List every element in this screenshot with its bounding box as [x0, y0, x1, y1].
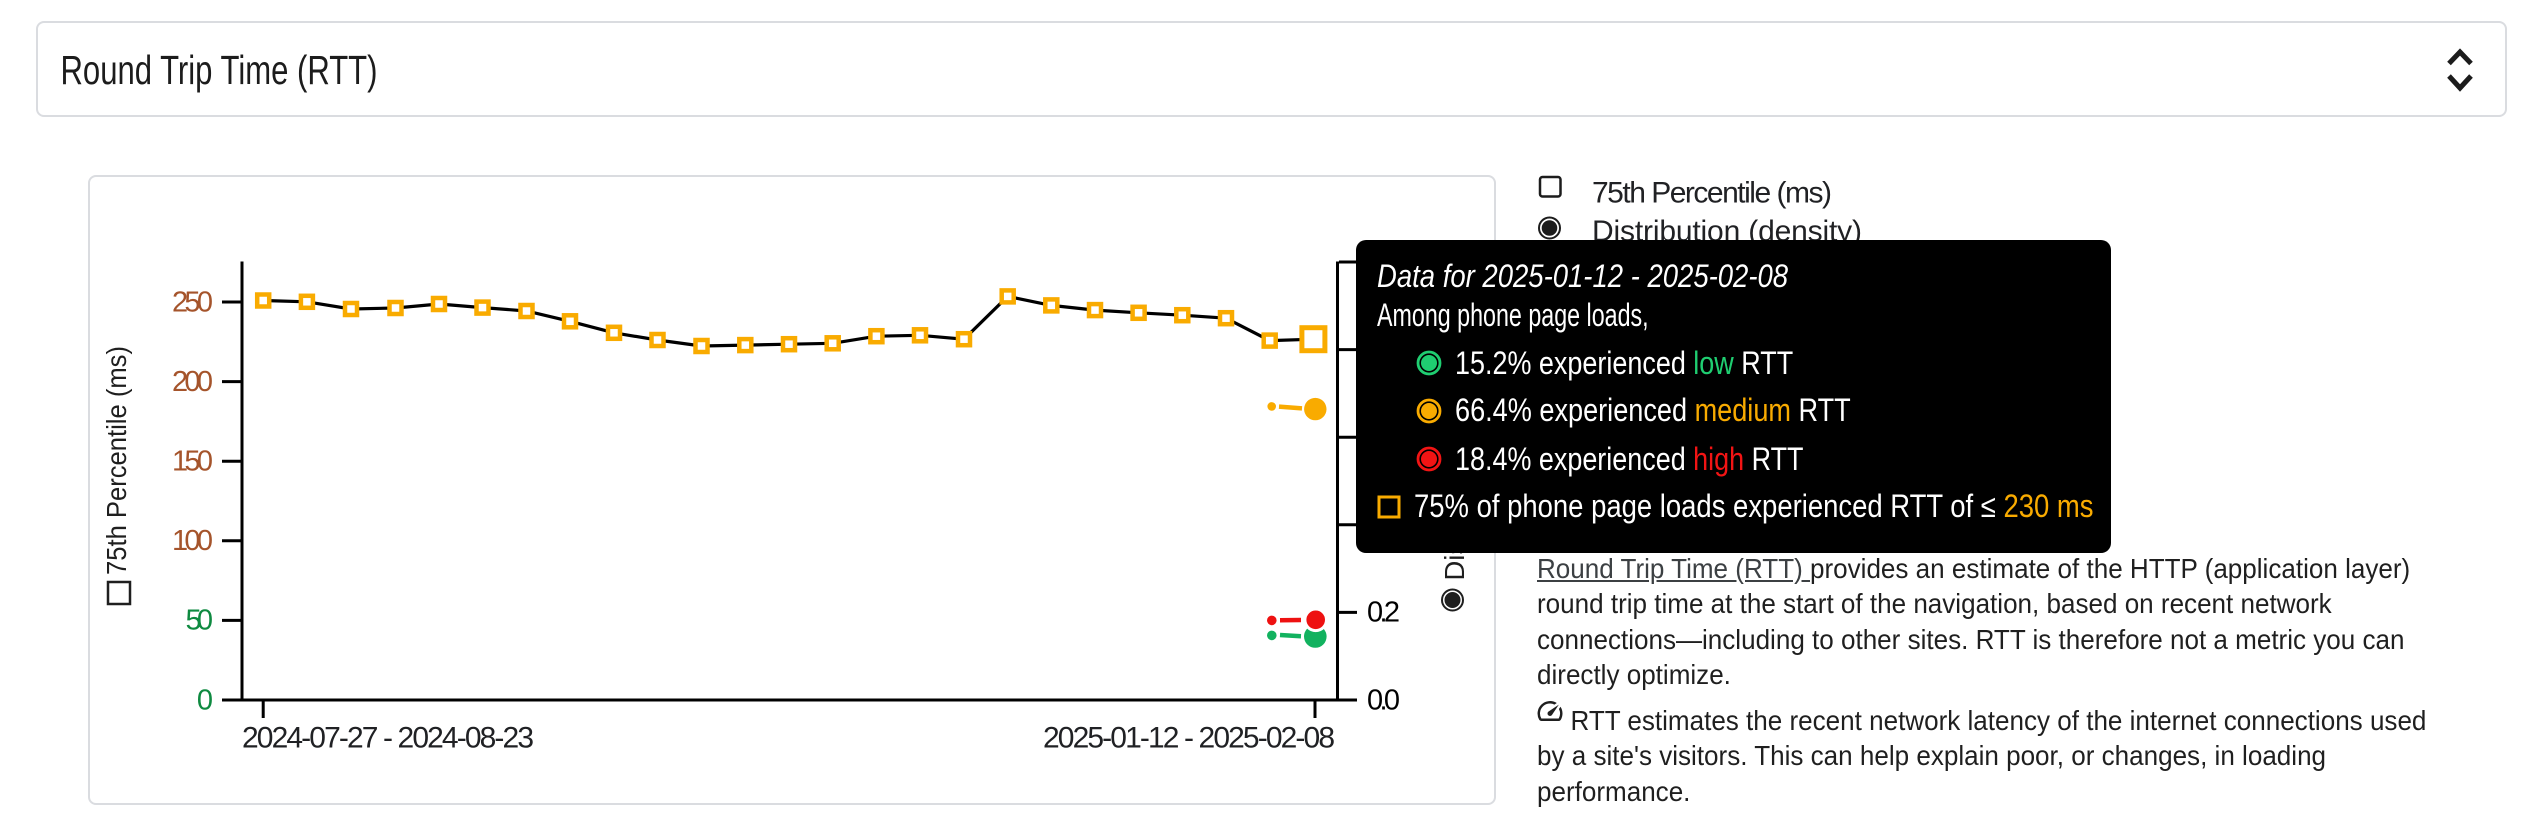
svg-text:0.0: 0.0 [1367, 684, 1400, 716]
svg-text:Round Trip Time (RTT): Round Trip Time (RTT) [61, 47, 378, 93]
svg-text:100: 100 [172, 525, 213, 557]
svg-text:0.2: 0.2 [1367, 597, 1400, 629]
svg-text:50: 50 [186, 605, 214, 637]
svg-text:75th Percentile (ms): 75th Percentile (ms) [1592, 177, 1832, 210]
svg-text:250: 250 [172, 286, 213, 318]
svg-text:2024-07-27 - 2024-08-23: 2024-07-27 - 2024-08-23 [242, 722, 534, 755]
svg-text:150: 150 [172, 446, 213, 478]
svg-text:0: 0 [197, 684, 213, 716]
svg-text:200: 200 [172, 366, 213, 398]
svg-text:2025-01-12 - 2025-02-08: 2025-01-12 - 2025-02-08 [1043, 722, 1335, 755]
svg-text:75th Percentile (ms): 75th Percentile (ms) [101, 346, 132, 575]
